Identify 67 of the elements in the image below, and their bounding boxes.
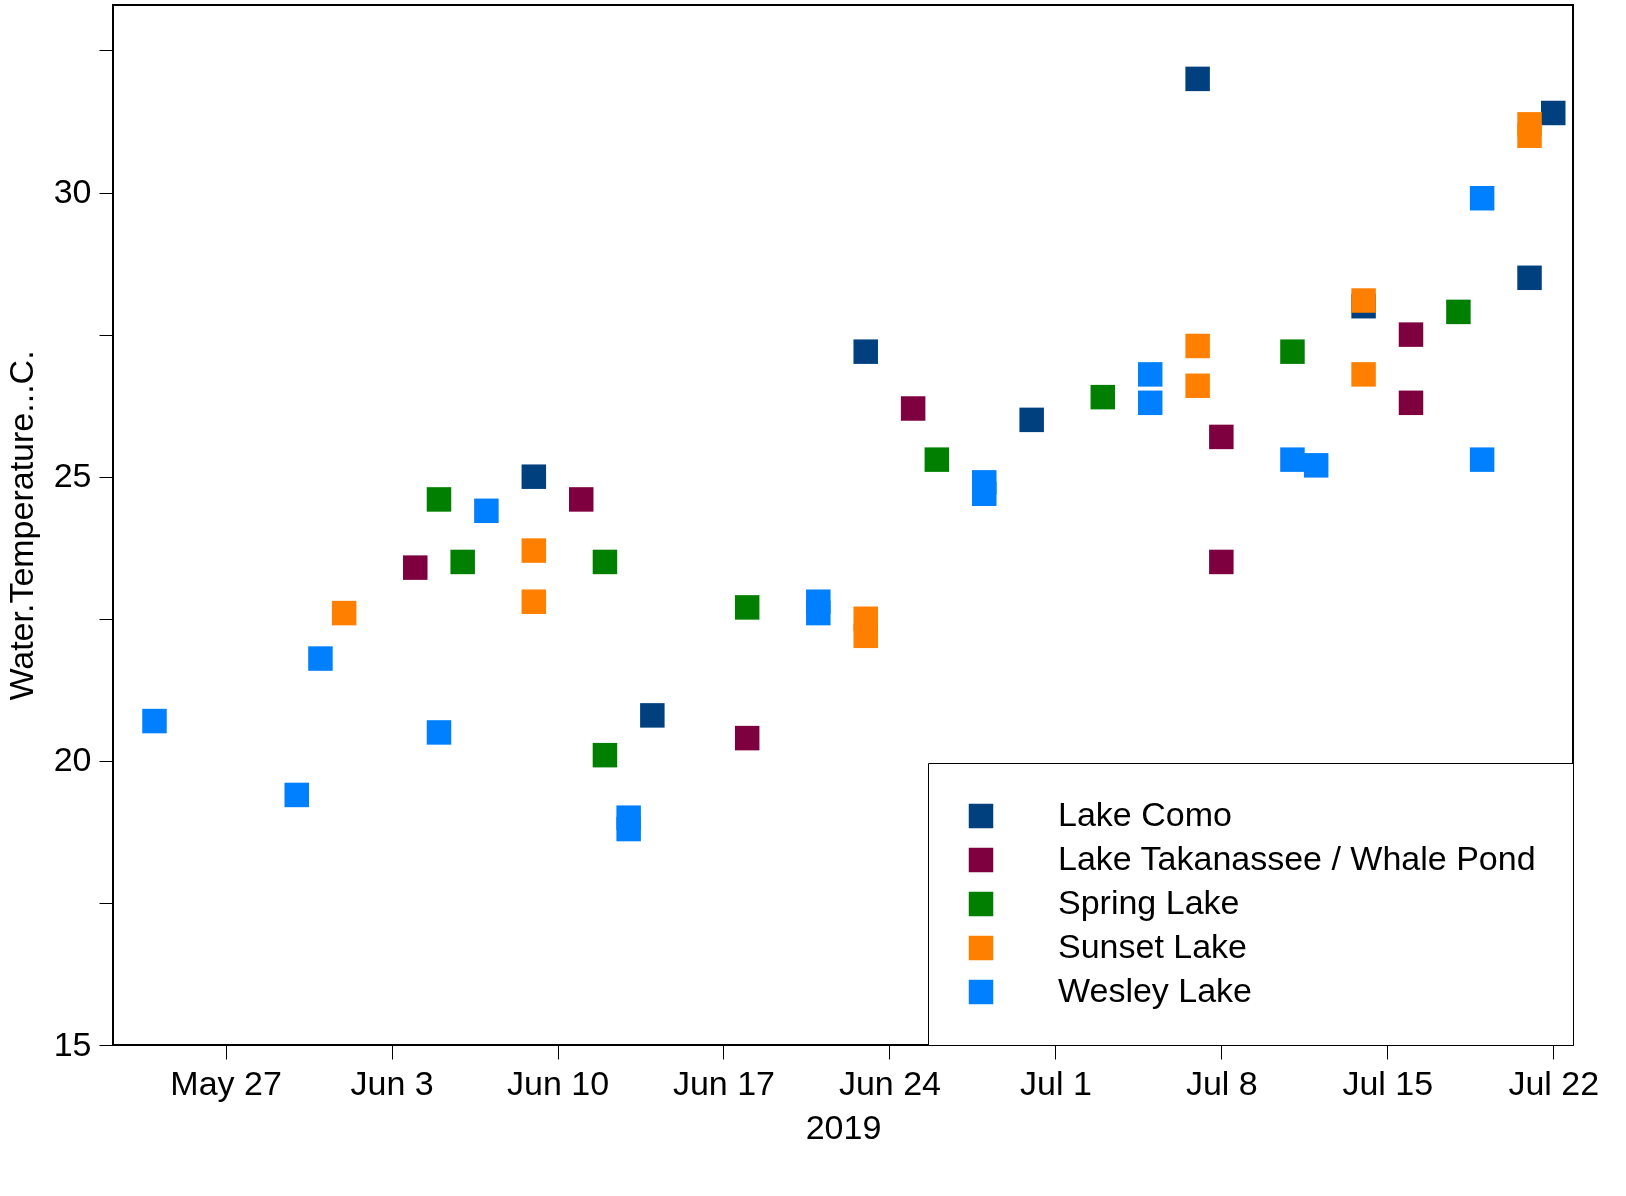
x-tick-label: Jul 22 (1508, 1063, 1600, 1102)
x-tick-label: Jun 10 (506, 1063, 610, 1102)
point (521, 464, 547, 489)
x-tick-label: Jul 1 (1019, 1063, 1092, 1102)
point (1541, 100, 1566, 126)
point (1185, 373, 1210, 399)
point (331, 600, 357, 626)
point (1351, 288, 1376, 313)
x-tick-label: Jul 15 (1342, 1063, 1434, 1102)
point (734, 595, 760, 620)
point (1280, 447, 1305, 472)
point (1280, 339, 1305, 364)
legend-label: Wesley Lake (1058, 971, 1253, 1009)
point (1469, 185, 1495, 211)
x-tick-label: Jun 17 (672, 1063, 776, 1102)
point (1469, 447, 1495, 472)
point (853, 339, 878, 364)
y-tick-label: 25 (53, 456, 92, 495)
point (308, 646, 333, 671)
point (426, 487, 452, 512)
point (1446, 299, 1471, 325)
point (142, 708, 167, 734)
x-tick-label: Jul 8 (1185, 1063, 1258, 1102)
legend-label: Sunset Lake (1058, 927, 1248, 965)
y-tick-label: 30 (53, 172, 92, 211)
point (853, 623, 878, 649)
point (1090, 384, 1116, 410)
point (450, 549, 475, 575)
point (924, 447, 950, 472)
x-axis-title: 2019 (805, 1107, 882, 1146)
x-tick-label: May 27 (170, 1063, 282, 1102)
legend-label: Spring Lake (1058, 883, 1240, 921)
y-tick-label: 20 (53, 740, 92, 779)
point (806, 600, 831, 626)
point (568, 487, 594, 512)
point (1185, 333, 1210, 359)
x-tick-label: Jun 24 (838, 1063, 941, 1102)
point (1137, 390, 1163, 416)
legend-label: Lake Como (1058, 795, 1232, 833)
point (1398, 322, 1424, 347)
point (1517, 265, 1542, 291)
y-tick-label: 15 (53, 1024, 92, 1063)
point (734, 725, 760, 751)
point (972, 481, 997, 506)
point (1303, 453, 1329, 478)
point (1209, 549, 1234, 575)
point (592, 549, 618, 575)
x-tick-label: Jun 3 (350, 1063, 434, 1102)
point (1517, 123, 1542, 148)
point (284, 782, 309, 808)
point (1137, 362, 1163, 387)
point (640, 703, 665, 728)
point (426, 720, 452, 745)
point (474, 498, 499, 524)
point (1209, 424, 1234, 450)
point (1398, 390, 1424, 416)
point (592, 742, 618, 768)
point (616, 816, 641, 842)
legend-label: Lake Takanassee / Whale Pond (1058, 839, 1536, 877)
point (1019, 407, 1044, 433)
point (521, 589, 547, 614)
point (403, 555, 428, 580)
point (900, 396, 926, 421)
point (1185, 66, 1210, 92)
y-axis-title: Water.Temperature...C. (1, 350, 40, 701)
point (521, 538, 547, 563)
point (1351, 362, 1376, 387)
